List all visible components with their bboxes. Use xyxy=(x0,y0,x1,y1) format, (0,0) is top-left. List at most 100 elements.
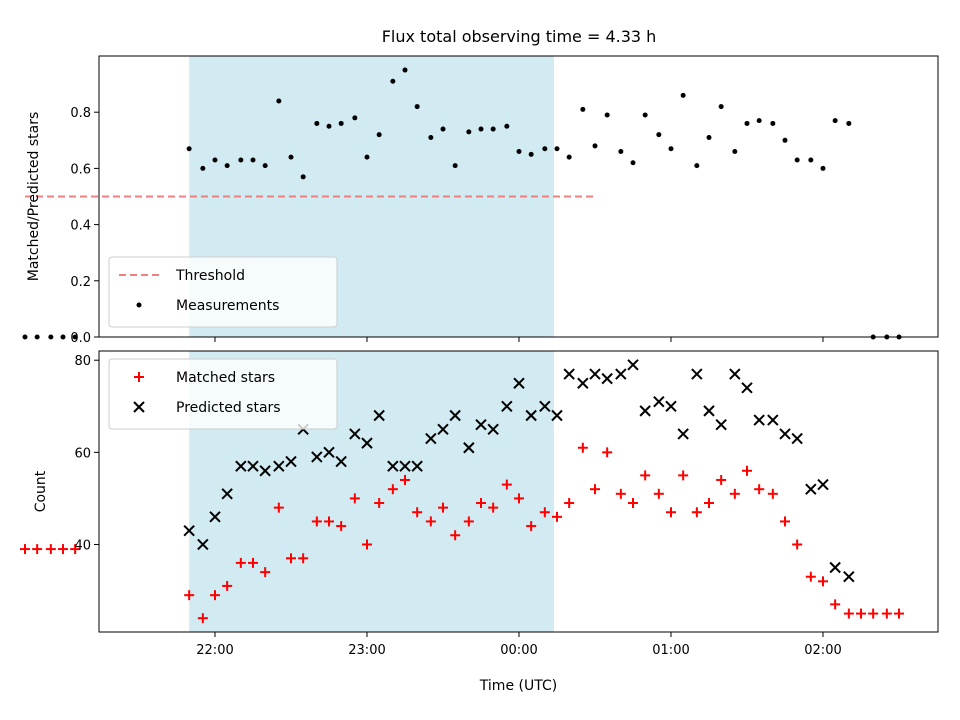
data-point-x xyxy=(677,428,689,440)
data-point-x xyxy=(273,460,285,472)
y-tick-label: 0.6 xyxy=(70,162,91,177)
data-point-x xyxy=(577,377,589,389)
data-point-x xyxy=(615,368,627,380)
data-point-plus xyxy=(45,544,56,555)
data-point-plus xyxy=(450,530,461,541)
data-point xyxy=(566,154,572,160)
data-point xyxy=(782,137,788,143)
data-point-plus xyxy=(577,442,588,453)
bottom-axes: 40 60 80 22:00 23:00 00:00 01:00 02:00 Count Time… xyxy=(20,350,939,694)
data-point xyxy=(390,78,396,84)
data-point-plus xyxy=(298,553,309,564)
data-point-x xyxy=(639,405,651,417)
data-point xyxy=(326,123,332,129)
data-point xyxy=(694,163,700,169)
data-point-plus xyxy=(222,580,233,591)
data-point-plus xyxy=(20,544,30,555)
data-point-plus xyxy=(754,484,765,495)
data-point-plus xyxy=(881,608,892,619)
series-predicted-stars xyxy=(183,359,855,583)
data-point-plus xyxy=(488,502,499,513)
legend-label: Matched stars xyxy=(176,370,275,386)
data-point-x xyxy=(779,428,791,440)
data-point-plus xyxy=(349,493,360,504)
data-point xyxy=(300,174,306,180)
x-tick-label: 23:00 xyxy=(348,643,385,658)
y-tick-label: 60 xyxy=(74,446,91,461)
data-point-plus xyxy=(691,507,702,518)
data-point xyxy=(732,149,738,155)
x-tick-label: 01:00 xyxy=(652,643,689,658)
y-tick-label: 40 xyxy=(74,538,91,553)
data-point-plus xyxy=(58,544,68,555)
y-tick-label: 0.0 xyxy=(70,331,91,346)
y-tick-label: 0.4 xyxy=(70,219,91,234)
data-point-x xyxy=(729,368,741,380)
data-point xyxy=(846,120,852,126)
data-point-plus xyxy=(792,539,803,550)
data-point xyxy=(402,67,408,73)
data-point xyxy=(744,120,750,126)
data-point-plus xyxy=(463,516,474,527)
data-point-plus xyxy=(704,498,714,509)
series-measurements xyxy=(22,67,902,340)
data-point-x xyxy=(399,460,411,472)
data-point xyxy=(338,120,344,126)
data-point-x xyxy=(323,446,335,459)
data-point-x xyxy=(843,571,855,583)
x-tick-label: 02:00 xyxy=(804,643,841,658)
data-point xyxy=(668,146,674,152)
y-axis-label: Count xyxy=(33,470,49,512)
data-point-x xyxy=(487,423,499,436)
data-point-plus xyxy=(729,488,740,499)
data-point-x xyxy=(361,437,373,449)
data-point-x xyxy=(791,432,803,445)
data-point-plus xyxy=(539,507,550,518)
data-point-plus xyxy=(716,474,727,485)
data-point-plus xyxy=(894,608,904,619)
data-point-x xyxy=(449,409,461,422)
data-point xyxy=(60,334,66,340)
y-axis-label: Matched/Predicted stars xyxy=(26,112,42,282)
data-point-plus xyxy=(678,470,689,481)
data-point-x xyxy=(197,538,209,551)
data-point-plus xyxy=(210,590,220,601)
data-point-x xyxy=(209,511,221,523)
data-point-plus xyxy=(438,502,448,513)
data-point-plus xyxy=(197,613,208,624)
data-point-plus xyxy=(70,544,81,555)
legend-box xyxy=(108,256,338,328)
data-point xyxy=(528,151,534,157)
data-point-plus xyxy=(602,447,613,458)
data-point-plus xyxy=(564,498,575,509)
data-point-plus xyxy=(324,516,334,527)
data-point-plus xyxy=(476,498,486,509)
data-point-plus xyxy=(818,576,828,587)
data-point-x xyxy=(627,359,639,371)
data-point-x xyxy=(563,368,575,380)
data-point-plus xyxy=(412,507,423,518)
top-axes: 0.0 0.2 0.4 0.6 0.8 Matched/Predicted stars Th… xyxy=(22,55,939,346)
data-point-x xyxy=(601,372,613,385)
y-tick-label: 0.8 xyxy=(70,106,91,121)
data-point-x xyxy=(259,465,271,477)
x-axis-label: Time (UTC) xyxy=(479,678,557,694)
data-point-x xyxy=(285,455,297,468)
data-point xyxy=(48,334,54,340)
data-point-plus xyxy=(526,521,537,532)
data-point-plus xyxy=(400,474,410,485)
data-point-x xyxy=(653,395,665,408)
data-point xyxy=(314,120,320,126)
data-point-x xyxy=(753,414,765,426)
data-point-x xyxy=(373,409,385,422)
data-point-plus xyxy=(514,493,524,504)
legend: Matched stars Predicted stars xyxy=(108,358,338,430)
data-point-x xyxy=(513,377,525,389)
data-point xyxy=(238,157,244,163)
data-point xyxy=(706,134,712,140)
data-point-plus xyxy=(374,498,385,509)
data-point-x xyxy=(335,455,347,468)
data-point-x xyxy=(589,368,601,380)
data-point-x xyxy=(525,409,537,422)
